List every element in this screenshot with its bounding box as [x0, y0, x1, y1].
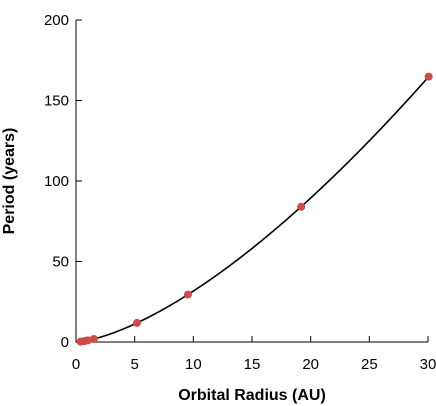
- data-point: [297, 202, 306, 211]
- data-point: [83, 336, 92, 345]
- x-ticks: 0 5 10 15 20 25 30: [72, 336, 436, 373]
- y-tick-label: 100: [44, 173, 69, 190]
- y-axis-title: Period (years): [1, 128, 18, 235]
- fit-curve: [75, 76, 430, 343]
- x-tick-label: 15: [244, 356, 261, 373]
- data-point: [89, 334, 98, 343]
- data-point: [183, 290, 192, 299]
- x-tick-label: 0: [72, 356, 80, 373]
- x-tick-label: 25: [361, 356, 378, 373]
- x-tick-label: 20: [302, 356, 319, 373]
- data-point: [424, 72, 433, 81]
- x-axis-title: Orbital Radius (AU): [178, 387, 326, 404]
- y-ticks: 0 50 100 150 200: [44, 12, 82, 351]
- x-tick-label: 10: [185, 356, 202, 373]
- y-tick-label: 200: [44, 12, 69, 29]
- y-tick-label: 0: [61, 334, 69, 351]
- data-points: [76, 72, 433, 346]
- x-tick-label: 5: [130, 356, 138, 373]
- x-tick-label: 30: [420, 356, 436, 373]
- y-tick-label: 50: [52, 254, 69, 271]
- y-tick-label: 150: [44, 93, 69, 110]
- data-point: [133, 318, 142, 327]
